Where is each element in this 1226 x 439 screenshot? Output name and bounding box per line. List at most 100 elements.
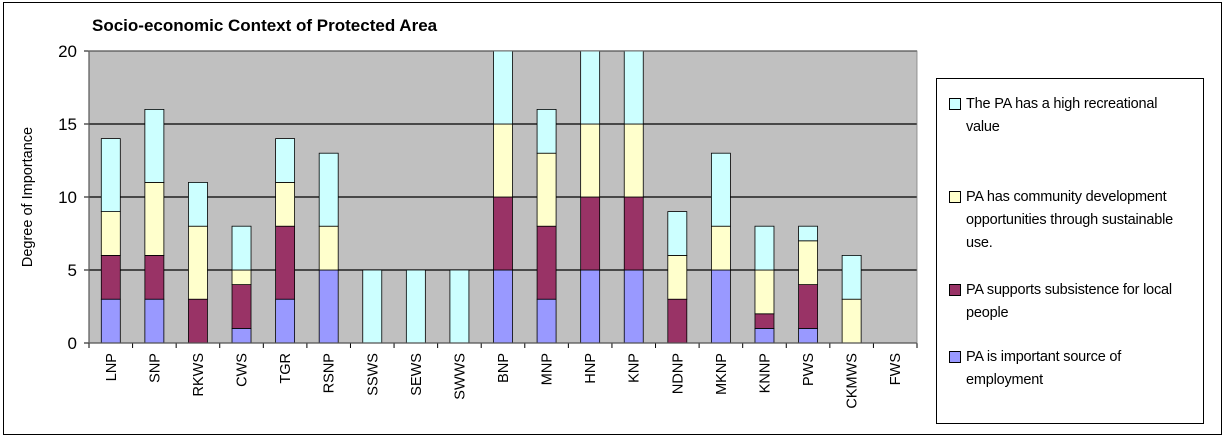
x-tick-label: CWS bbox=[235, 353, 251, 387]
bar-segment bbox=[493, 50, 513, 125]
legend-label-line: The PA has a high recreational bbox=[966, 96, 1158, 112]
legend-label-line: PA is important source of bbox=[966, 349, 1122, 365]
x-tick-label: HNP bbox=[583, 353, 599, 384]
bar-segment bbox=[580, 269, 601, 344]
x-tick-label: KNP bbox=[627, 353, 643, 383]
y-tick-label: 20 bbox=[58, 42, 77, 61]
legend-label: PA has community development opportunitie… bbox=[966, 186, 1196, 255]
bar-segment bbox=[841, 254, 862, 300]
y-tick-label: 10 bbox=[58, 188, 77, 207]
legend-label-line: use. bbox=[966, 235, 993, 251]
bar-segment bbox=[536, 152, 557, 227]
bar-segment bbox=[580, 196, 601, 271]
bar-segment bbox=[100, 298, 121, 344]
x-tick-label: RKWS bbox=[191, 353, 207, 397]
bar-segment bbox=[231, 225, 252, 271]
x-tick-label: TGR bbox=[278, 353, 294, 384]
x-tick-label: LNP bbox=[104, 353, 120, 381]
legend-label: PA supports subsistence for local people bbox=[966, 279, 1196, 325]
bar-segment bbox=[841, 298, 862, 344]
bar-segment bbox=[754, 269, 775, 315]
bar-segment bbox=[318, 269, 339, 344]
bar-segment bbox=[580, 50, 601, 125]
bar-segment bbox=[144, 298, 165, 344]
plot-border bbox=[88, 50, 918, 344]
bar-segment bbox=[798, 240, 818, 286]
bar-segment bbox=[405, 269, 426, 344]
x-tick-label: CKMWS bbox=[845, 353, 861, 409]
bar-segment bbox=[623, 196, 644, 271]
bar-segment bbox=[493, 269, 513, 344]
legend-label: PA is important source of employment bbox=[966, 346, 1196, 392]
x-tick-label: MKNP bbox=[714, 353, 730, 395]
bar-segment bbox=[580, 123, 601, 198]
legend-swatch bbox=[949, 351, 961, 363]
y-tick-label: 15 bbox=[58, 115, 77, 134]
legend-label-line: employment bbox=[966, 372, 1043, 388]
bar-segment bbox=[275, 181, 296, 227]
bar-segment bbox=[188, 181, 208, 227]
x-tick-label: KNNP bbox=[757, 353, 773, 393]
bar-segment bbox=[275, 225, 296, 300]
bar-segment bbox=[536, 109, 557, 154]
chart-frame bbox=[3, 2, 1222, 435]
x-tick-label: MNP bbox=[540, 353, 556, 385]
y-axis-label: Degree of Importance bbox=[20, 127, 36, 267]
bar-segment bbox=[100, 254, 121, 300]
bar-segment bbox=[493, 196, 513, 271]
bar-segment bbox=[231, 269, 252, 286]
bar-segment bbox=[275, 138, 296, 183]
bar-segment bbox=[144, 181, 165, 256]
legend-label: The PA has a high recreational value bbox=[966, 93, 1196, 139]
legend-label-line: value bbox=[966, 119, 1000, 135]
bar-segment bbox=[144, 254, 165, 300]
bar-segment bbox=[623, 269, 644, 344]
x-tick-label: SNP bbox=[147, 353, 163, 383]
bar-segment bbox=[798, 327, 818, 344]
bar-segment bbox=[623, 123, 644, 198]
legend-swatch bbox=[949, 98, 961, 110]
y-tick-label: 5 bbox=[68, 261, 77, 280]
bar-segment bbox=[493, 123, 513, 198]
bar-segment bbox=[754, 225, 775, 271]
x-tick-label: PWS bbox=[801, 353, 817, 386]
legend-label-line: PA has community development bbox=[966, 189, 1167, 205]
y-tick-label: 0 bbox=[68, 334, 77, 353]
x-tick-label: RSNP bbox=[322, 353, 338, 393]
bar-segment bbox=[362, 269, 383, 344]
x-tick-label: FWS bbox=[888, 353, 904, 385]
bar-segment bbox=[275, 298, 296, 344]
legend: The PA has a high recreational value PA ha… bbox=[936, 78, 1204, 424]
bar-segment bbox=[536, 298, 557, 344]
legend-swatch bbox=[949, 284, 961, 296]
bar-segment bbox=[754, 313, 775, 329]
bar-segment bbox=[318, 225, 339, 271]
bar-segment bbox=[710, 152, 731, 227]
bar-segment bbox=[623, 50, 644, 125]
bar-segment bbox=[536, 225, 557, 300]
bar-segment bbox=[667, 254, 688, 300]
legend-label-line: opportunities through sustainable bbox=[966, 212, 1174, 228]
bar-segment bbox=[144, 109, 165, 183]
chart-title: Socio-economic Context of Protected Area bbox=[92, 16, 438, 35]
x-tick-label: NDNP bbox=[670, 353, 686, 394]
legend-swatch bbox=[949, 191, 961, 203]
legend-label-line: people bbox=[966, 305, 1009, 321]
x-tick-label: SSWS bbox=[365, 353, 381, 396]
bar-segment bbox=[231, 284, 252, 329]
bar-segment bbox=[667, 298, 688, 344]
bar-segment bbox=[231, 327, 252, 344]
x-tick-label: SWWS bbox=[452, 353, 468, 400]
bar-segment bbox=[100, 211, 121, 256]
bar-segment bbox=[754, 327, 775, 344]
bar-segment bbox=[798, 225, 818, 242]
bar-segment bbox=[188, 298, 208, 344]
bar-segment bbox=[449, 269, 470, 344]
bar-segment bbox=[710, 225, 731, 271]
bar-segment bbox=[667, 211, 688, 256]
x-tick-label: BNP bbox=[496, 353, 512, 383]
bar-segment bbox=[188, 225, 208, 300]
bar-segment bbox=[710, 269, 731, 344]
bar-segment bbox=[100, 138, 121, 213]
